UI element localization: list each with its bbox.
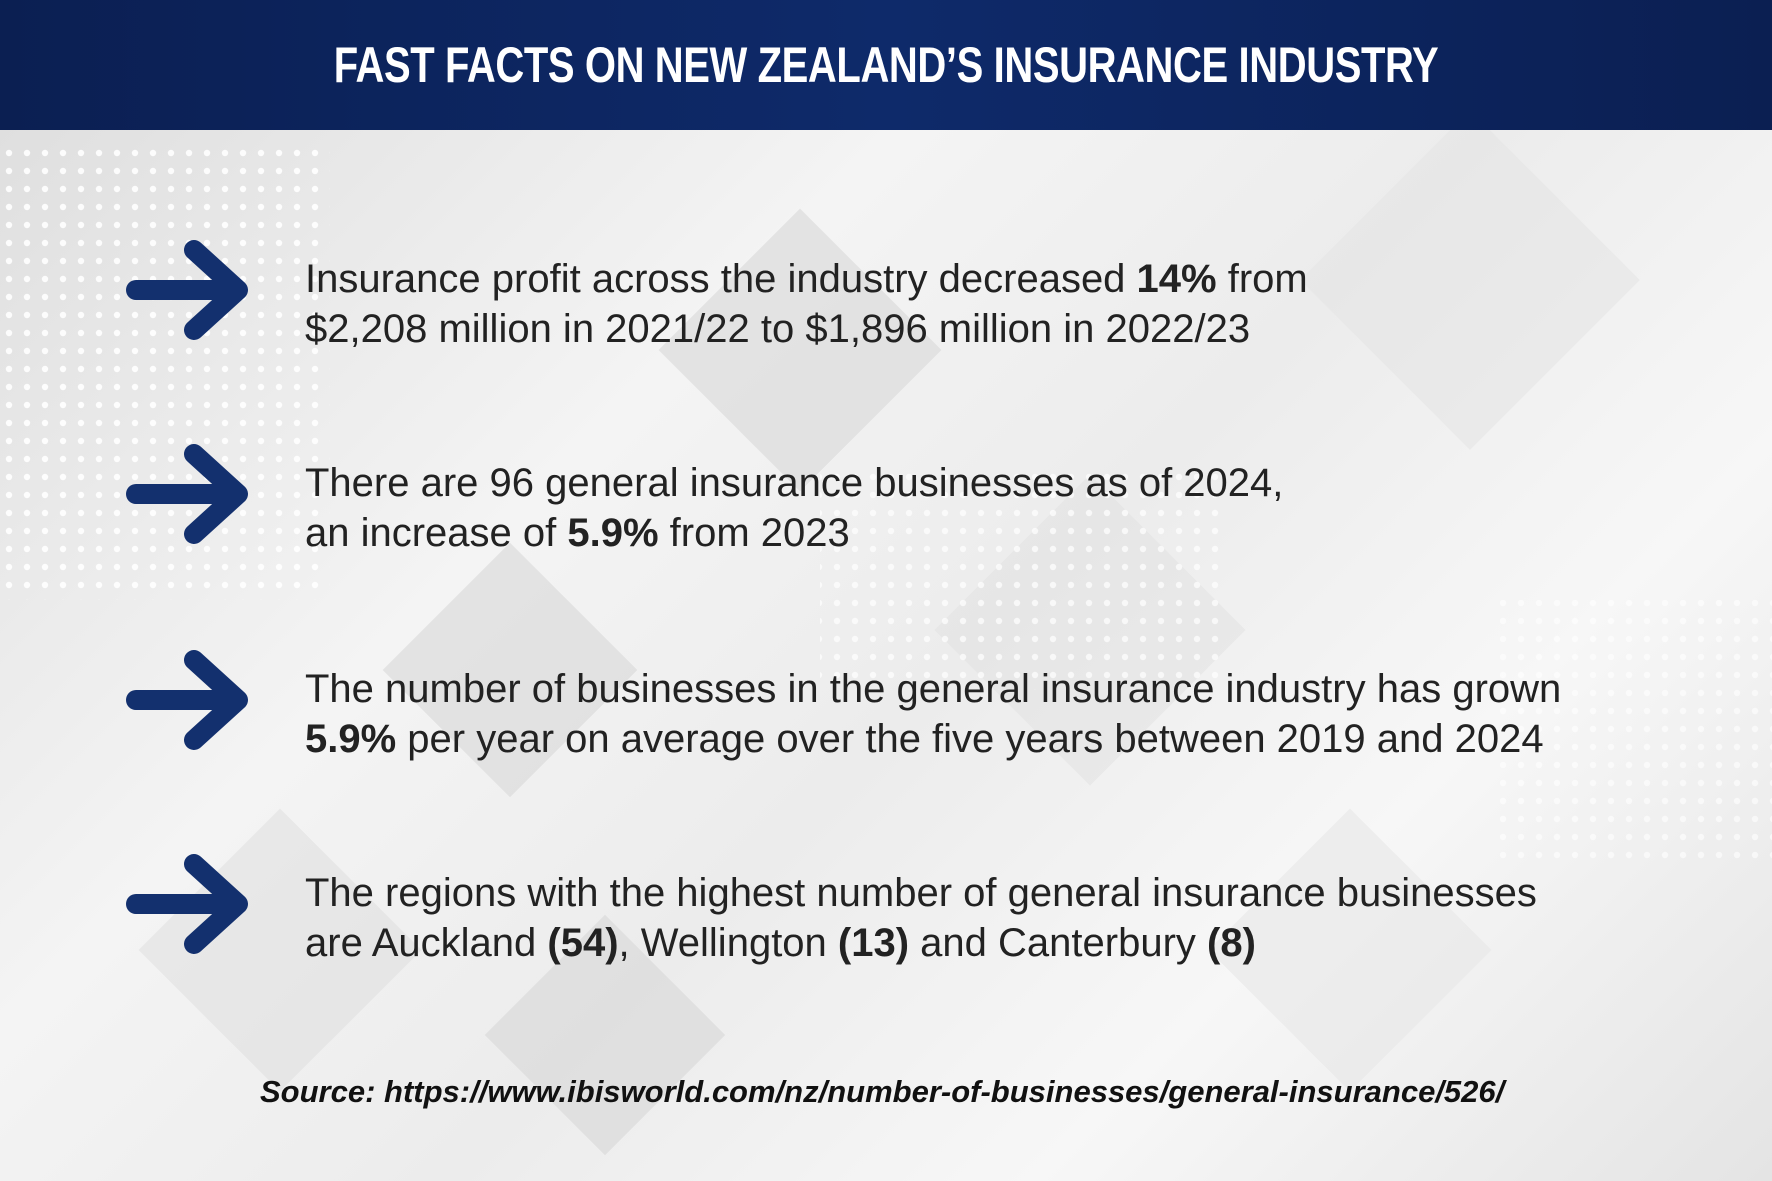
fact: Insurance profit across the industry dec… <box>305 254 1308 354</box>
fact-line: The number of businesses in the general … <box>305 664 1561 714</box>
fact-line: $2,208 million in 2021/22 to $1,896 mill… <box>305 304 1308 354</box>
highlight: 14% <box>1136 257 1217 301</box>
arrow-icon <box>126 444 248 544</box>
arrow-icon <box>126 240 248 340</box>
fact-line: 5.9% per year on average over the five y… <box>305 714 1561 764</box>
fact-line: an increase of 5.9% from 2023 <box>305 508 1283 558</box>
fact-line: There are 96 general insurance businesse… <box>305 458 1283 508</box>
text: from <box>1216 257 1308 301</box>
text: , Wellington <box>618 921 838 965</box>
text: from 2023 <box>658 511 850 555</box>
text: Insurance profit across the industry dec… <box>305 257 1137 301</box>
highlight: (54) <box>547 921 619 965</box>
fact-line: Insurance profit across the industry dec… <box>305 254 1308 304</box>
text: are Auckland <box>305 921 548 965</box>
text: $2,208 million in 2021/22 to $1,896 mill… <box>305 307 1251 351</box>
text: The regions with the highest number of g… <box>305 871 1537 915</box>
highlight: 5.9% <box>567 511 659 555</box>
fact: There are 96 general insurance businesse… <box>305 458 1283 558</box>
text: per year on average over the five years … <box>396 717 1544 761</box>
text: an increase of <box>305 511 568 555</box>
highlight: 5.9% <box>305 717 397 761</box>
text: and Canterbury <box>909 921 1207 965</box>
fact: The regions with the highest number of g… <box>305 868 1537 968</box>
highlight: (8) <box>1207 921 1256 965</box>
fact: The number of businesses in the general … <box>305 664 1561 764</box>
arrow-icon <box>126 854 248 954</box>
highlight: (13) <box>837 921 910 965</box>
header-bar: FAST FACTS ON NEW ZEALAND’S INSURANCE IN… <box>0 0 1772 130</box>
fact-line: are Auckland (54), Wellington (13) and C… <box>305 918 1537 968</box>
source: Source: https://www.ibisworld.com/nz/num… <box>260 1074 1505 1109</box>
title: FAST FACTS ON NEW ZEALAND’S INSURANCE IN… <box>333 37 1439 93</box>
arrow-icon <box>126 650 248 750</box>
fact-line: The regions with the highest number of g… <box>305 868 1537 918</box>
text: There are 96 general insurance businesse… <box>305 461 1284 505</box>
text: The number of businesses in the general … <box>305 667 1562 711</box>
